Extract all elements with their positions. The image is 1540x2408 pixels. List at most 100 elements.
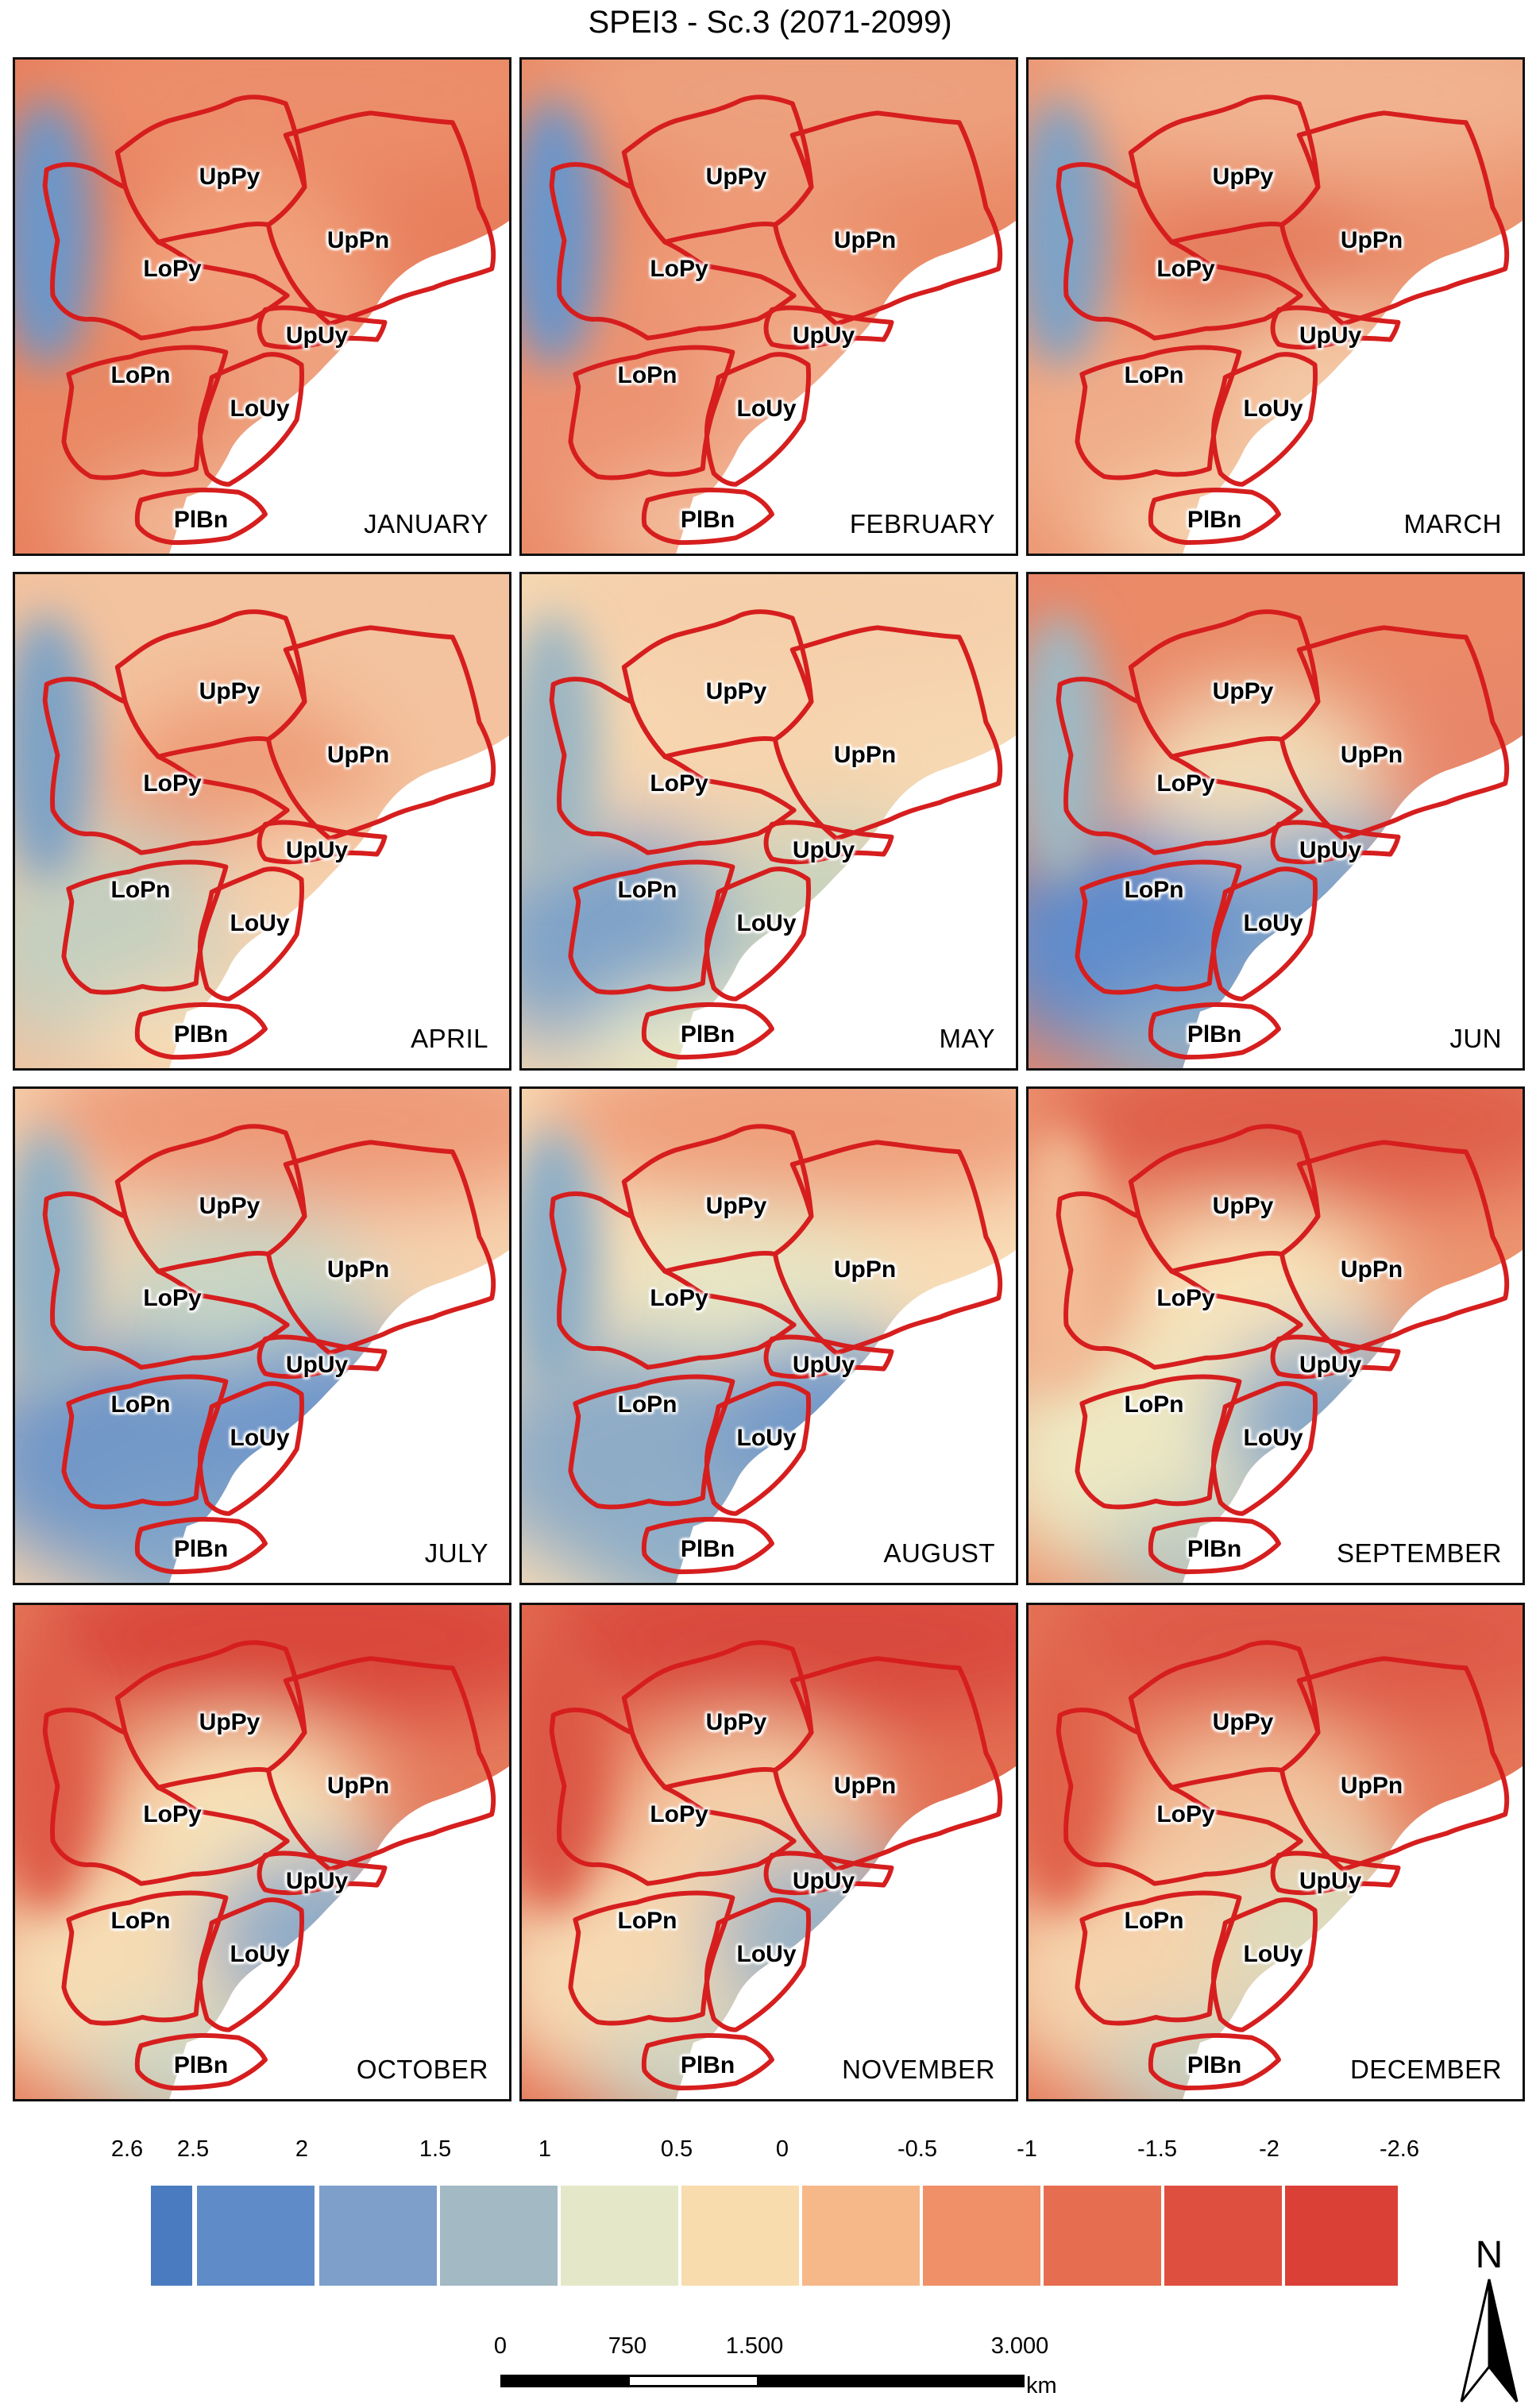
basin-label-plbn: PlBn <box>680 1536 735 1562</box>
legend-swatch <box>923 2186 1040 2286</box>
basin-label-uppn: UpPn <box>1340 227 1403 253</box>
basin-outline-louy <box>197 352 304 487</box>
basin-outline-plbn <box>1148 1516 1281 1575</box>
basin-label-plbn: PlBn <box>1187 1536 1242 1562</box>
basin-label-lopy: LoPy <box>143 770 202 797</box>
legend-swatch <box>440 2186 558 2286</box>
north-arrow: N <box>1453 2233 1525 2404</box>
legend-tick: 2.5 <box>176 2136 210 2162</box>
legend-tick: -2 <box>1259 2136 1279 2162</box>
basin-label-lopn: LoPn <box>110 1908 171 1934</box>
basin-label-lopy: LoPy <box>1156 1285 1215 1311</box>
basin-outline-upuy <box>763 1334 894 1380</box>
basin-label-louy: LoUy <box>230 1425 290 1451</box>
scale-bar-segment <box>757 2377 1022 2385</box>
basin-label-upuy: UpUy <box>1299 1352 1362 1378</box>
basin-outline-uppn <box>772 1656 1003 1872</box>
basin-label-lopn: LoPn <box>1124 1391 1184 1418</box>
basin-outline-louy <box>1210 352 1318 487</box>
basin-label-plbn: PlBn <box>680 1021 735 1048</box>
legend-swatch <box>1285 2186 1398 2286</box>
legend-swatch <box>151 2186 192 2286</box>
legend-tick: 2.6 <box>110 2136 144 2162</box>
basin-outline-louy <box>197 866 304 1001</box>
north-arrow-letter: N <box>1475 2234 1503 2276</box>
legend-tick: 1.5 <box>419 2136 452 2162</box>
basin-label-uppn: UpPn <box>1340 1773 1403 1799</box>
scale-bar-unit: km <box>1026 2373 1057 2398</box>
basin-label-plbn: PlBn <box>173 507 229 533</box>
basin-label-lopn: LoPn <box>1124 877 1184 903</box>
legend-swatch <box>681 2186 799 2286</box>
basin-outline-uppn <box>1279 1656 1510 1872</box>
basin-label-lopy: LoPy <box>1156 770 1215 797</box>
month-label: JANUARY <box>364 509 488 538</box>
legend-tick: -1 <box>1017 2136 1037 2162</box>
legend-tick: 0.5 <box>660 2136 693 2162</box>
spei-raster-map <box>1029 60 1523 554</box>
spei-raster-map <box>15 1605 509 2099</box>
basin-label-uppy: UpPy <box>199 164 261 190</box>
basin-label-lopy: LoPy <box>650 1285 708 1311</box>
spei-raster-map <box>522 574 1016 1068</box>
legend-tick: -0.5 <box>897 2136 937 2162</box>
scale-bar-label: 0 <box>493 2333 508 2359</box>
spei-raster-map <box>522 1605 1016 2099</box>
basin-label-louy: LoUy <box>1243 396 1303 422</box>
basin-label-louy: LoUy <box>736 396 797 422</box>
basin-outline-louy <box>704 1897 811 2032</box>
basin-label-uppn: UpPn <box>326 1773 390 1799</box>
legend-swatch <box>561 2186 678 2286</box>
spei-raster-map <box>1029 1089 1523 1583</box>
basin-outline-uppn <box>772 625 1003 841</box>
basin-label-uppn: UpPn <box>1340 1256 1403 1283</box>
basin-label-upuy: UpUy <box>285 322 349 349</box>
map-panel-july: UpPy UpPn LoPy UpUy LoPn LoUy PlBn JULY <box>13 1086 511 1585</box>
basin-outline-louy <box>704 352 811 487</box>
basin-label-upuy: UpUy <box>792 1352 855 1378</box>
basin-label-lopy: LoPy <box>143 1801 202 1827</box>
basin-label-upuy: UpUy <box>792 837 855 863</box>
basin-label-uppn: UpPn <box>326 227 390 253</box>
basin-label-plbn: PlBn <box>173 2052 229 2078</box>
basin-label-uppy: UpPy <box>199 1193 261 1219</box>
basin-label-uppn: UpPn <box>833 1256 897 1283</box>
basin-outline-plbn <box>134 1516 268 1575</box>
month-label: JUN <box>1449 1024 1502 1053</box>
basin-label-upuy: UpUy <box>1299 1868 1362 1894</box>
map-panel-jun: UpPy UpPn LoPy UpUy LoPn LoUy PlBn JUN <box>1026 572 1525 1071</box>
basin-label-plbn: PlBn <box>173 1021 229 1048</box>
basin-label-louy: LoUy <box>230 910 290 936</box>
spei-raster-map <box>1029 1605 1523 2099</box>
basin-outline-plbn <box>1148 487 1281 546</box>
basin-label-louy: LoUy <box>230 1941 290 1967</box>
basin-label-lopn: LoPn <box>1124 362 1184 388</box>
basin-label-lopy: LoPy <box>1156 1801 1215 1827</box>
basin-label-lopn: LoPn <box>617 1391 677 1418</box>
legend-tick-labels: 2.6 2.5 2 1.5 1 0.5 0 -0.5 -1 -1.5 -2 -2.6 <box>0 2128 1540 2176</box>
basin-label-lopn: LoPn <box>110 877 171 903</box>
basin-label-upuy: UpUy <box>1299 837 1362 863</box>
basin-label-louy: LoUy <box>1243 910 1303 936</box>
basin-outline-plbn <box>134 1001 268 1060</box>
map-panel-october: UpPy UpPn LoPy UpUy LoPn LoUy PlBn OCTOBER <box>13 1603 511 2101</box>
basin-label-uppn: UpPn <box>326 742 390 768</box>
basin-label-plbn: PlBn <box>1187 507 1242 533</box>
legend-swatch <box>319 2186 437 2286</box>
spei-raster-map <box>15 574 509 1068</box>
basin-label-lopy: LoPy <box>143 256 202 282</box>
basin-outline-louy <box>1210 1897 1318 2032</box>
basin-label-louy: LoUy <box>1243 1941 1303 1967</box>
basin-label-uppn: UpPn <box>833 742 897 768</box>
basin-outline-louy <box>1210 866 1318 1001</box>
spei-raster-map <box>15 60 509 554</box>
month-label: DECEMBER <box>1349 2055 1502 2084</box>
basin-label-lopn: LoPn <box>110 1391 171 1418</box>
legend-swatch <box>1044 2186 1161 2286</box>
basin-outline-plbn <box>134 2032 268 2091</box>
map-panel-december: UpPy UpPn LoPy UpUy LoPn LoUy PlBn DECEMBER <box>1026 1603 1525 2101</box>
basin-label-plbn: PlBn <box>1187 2052 1242 2078</box>
basin-label-lopy: LoPy <box>650 770 708 797</box>
basin-label-uppy: UpPy <box>199 1709 261 1735</box>
basin-label-lopn: LoPn <box>617 1908 677 1934</box>
